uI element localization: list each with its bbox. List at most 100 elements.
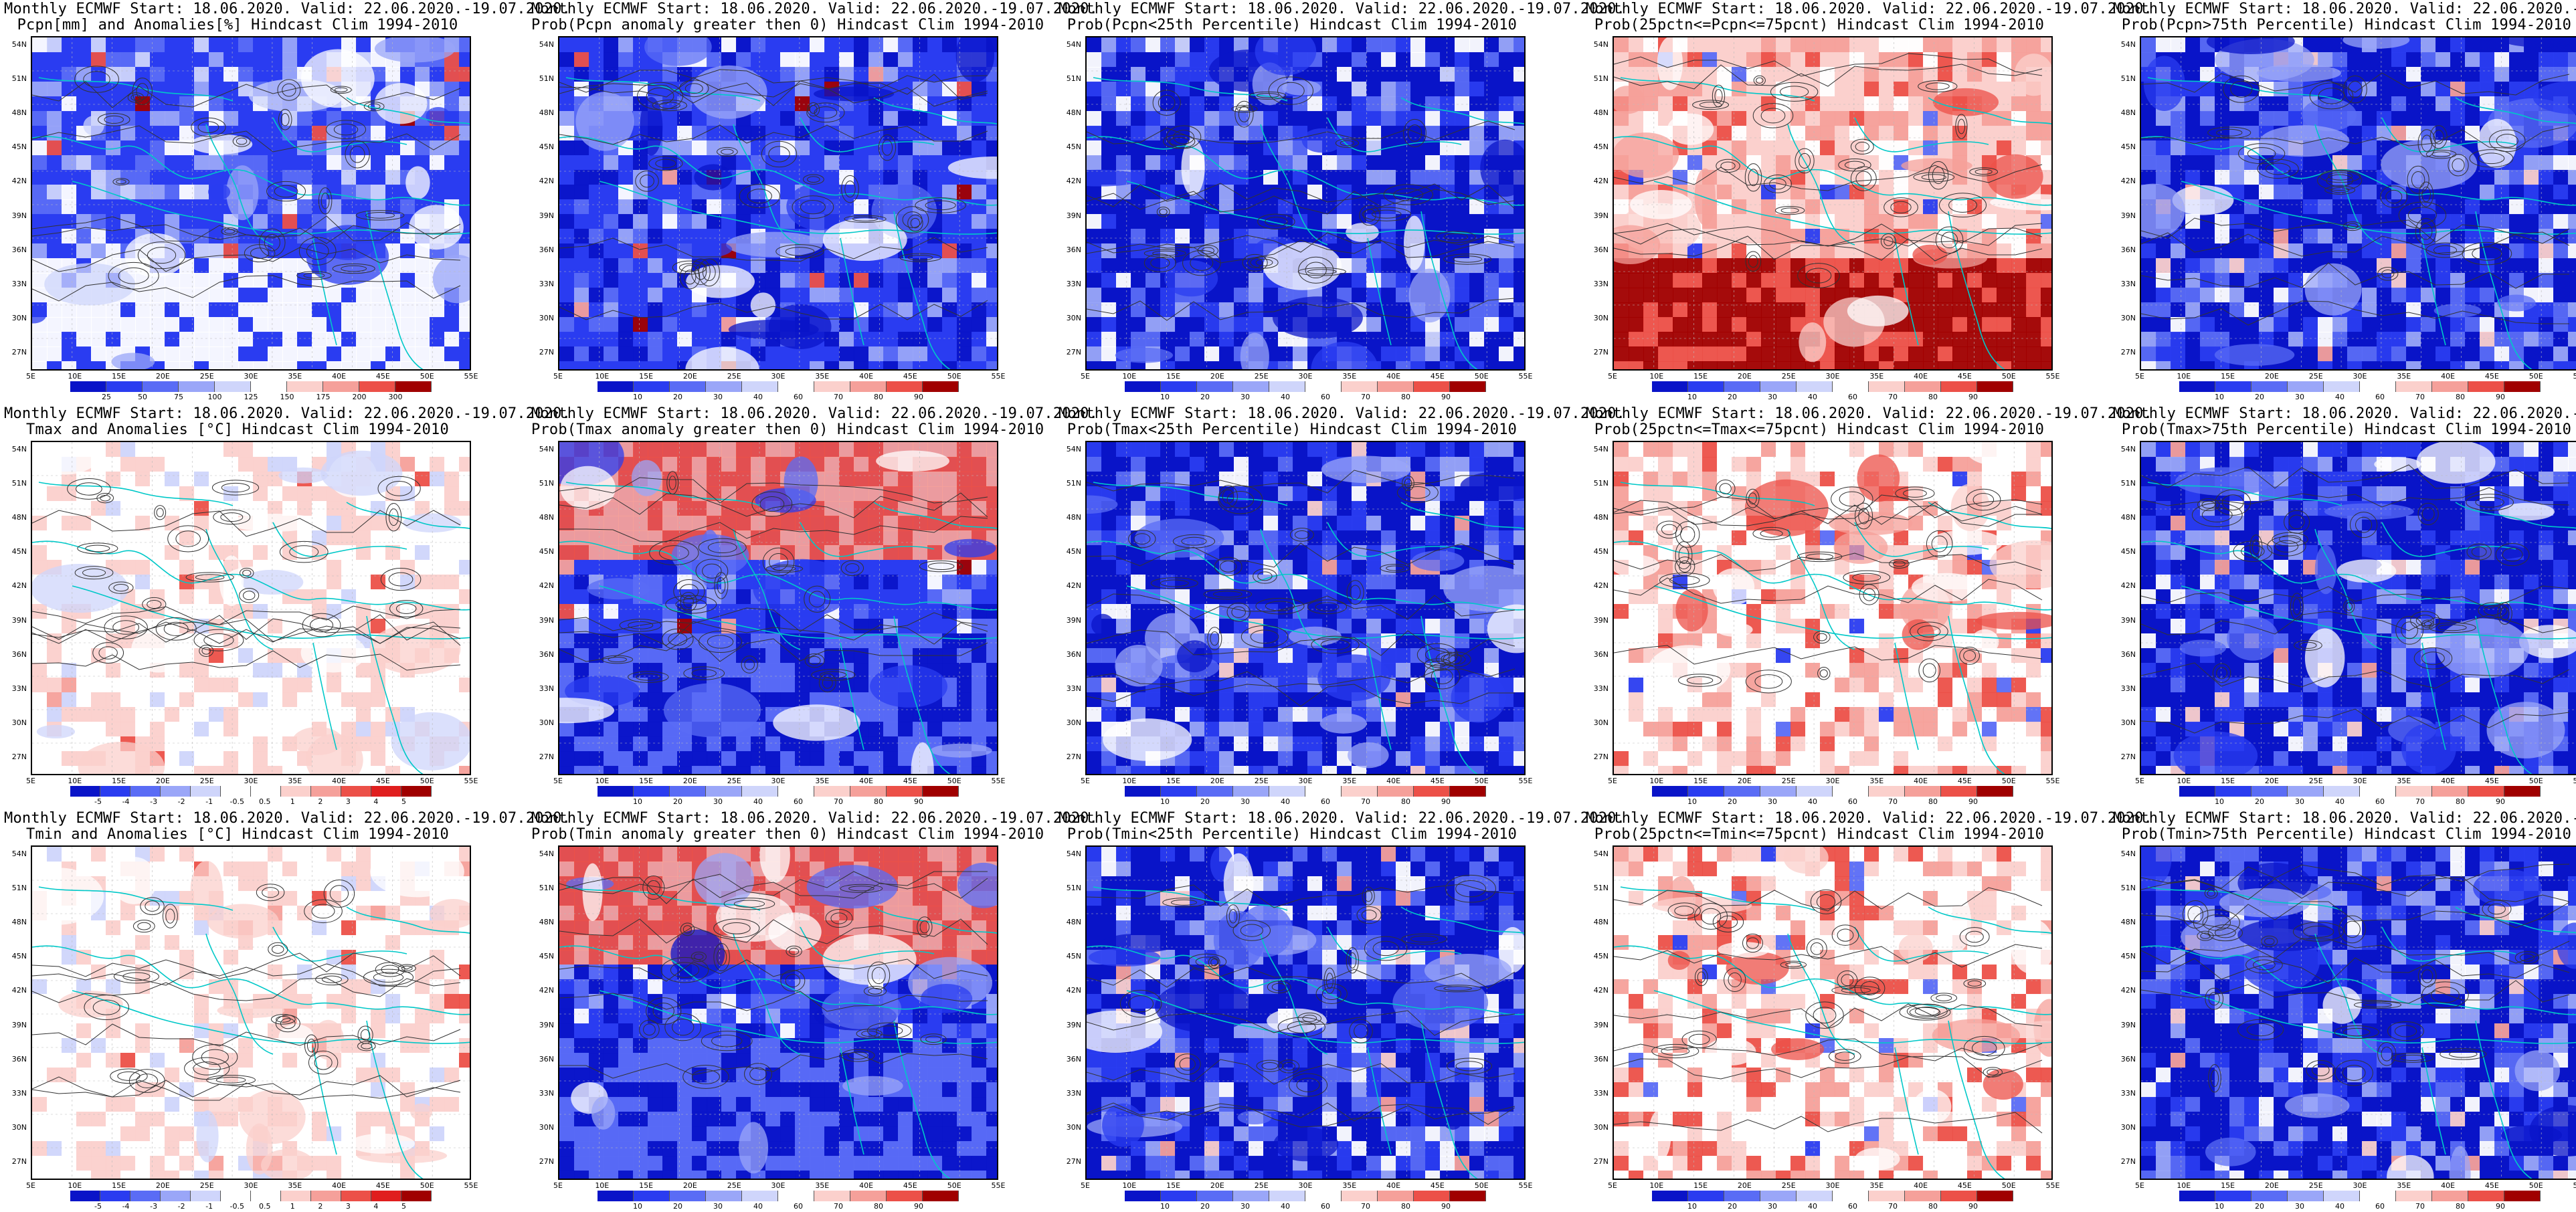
longitude-label: 35E (809, 372, 836, 381)
latitude-label: 51N (1590, 479, 1608, 488)
latitude-label: 27N (8, 1157, 27, 1166)
map-panel: Monthly ECMWF Start: 18.06.2020. Valid: … (1059, 406, 1526, 807)
colorbar-swatch (1724, 381, 1760, 392)
latitude-label: 39N (2117, 211, 2136, 220)
longitude-label: 45E (897, 372, 923, 381)
colorbar-swatch (2360, 381, 2396, 392)
colorbar-tick-label: 25 (96, 393, 116, 401)
latitude-label: 39N (535, 1021, 554, 1029)
map-field-svg (1614, 847, 2053, 1180)
longitude-label: 30E (1819, 777, 1846, 785)
colorbar-swatch (1905, 786, 1941, 797)
colorbar-swatch (1833, 786, 1869, 797)
colorbar-swatch (1797, 786, 1833, 797)
longitude-label: 25E (1775, 1181, 1802, 1190)
colorbar-tick-label: 10 (1155, 393, 1175, 401)
latitude-label: 54N (1590, 849, 1608, 858)
map-panel: Monthly ECMWF Start: 18.06.2020. Valid: … (2113, 811, 2576, 1212)
longitude-label: 45E (369, 777, 396, 785)
colorbar-swatch (401, 1191, 432, 1201)
colorbar-swatch (251, 1191, 281, 1201)
colorbar-tick-label: 80 (1923, 393, 1943, 401)
colorbar-swatch (670, 1191, 706, 1201)
latitude-label: 54N (2117, 40, 2136, 49)
longitude-label: 45E (1951, 372, 1978, 381)
colorbar-swatch (1161, 786, 1197, 797)
panel-title-line1: Monthly ECMWF Start: 18.06.2020. Valid: … (2113, 1, 2576, 17)
longitude-label: 20E (1731, 1181, 1758, 1190)
latitude-label: 54N (1590, 40, 1608, 49)
colorbar-swatch (2251, 1191, 2288, 1201)
colorbar-swatch (221, 1191, 251, 1201)
colorbar-swatch (1977, 1191, 2013, 1201)
latitude-label: 42N (1063, 177, 1081, 185)
longitude-label: 20E (1731, 372, 1758, 381)
longitude-label: 25E (721, 777, 747, 785)
longitude-label: 50E (1995, 372, 2022, 381)
colorbar-swatch (1378, 786, 1414, 797)
map-panel: Monthly ECMWF Start: 18.06.2020. Valid: … (4, 1, 471, 403)
colorbar-swatch (1797, 381, 1833, 392)
longitude-label: 45E (897, 777, 923, 785)
colorbar-swatch (887, 786, 923, 797)
longitude-label: 45E (1951, 777, 1978, 785)
colorbar-tick-label: -3 (144, 797, 164, 806)
longitude-label: 55E (985, 372, 1012, 381)
colorbar-swatch (1905, 381, 1941, 392)
map-field-svg (559, 847, 998, 1180)
colorbar-swatch (850, 1191, 887, 1201)
colorbar-tick-label: 30 (708, 797, 728, 806)
colorbar-swatch (1125, 786, 1161, 797)
longitude-label: 45E (1424, 1181, 1451, 1190)
colorbar-tick-label: 2 (310, 1202, 331, 1211)
map-panel: Monthly ECMWF Start: 18.06.2020. Valid: … (1059, 1, 1526, 403)
colorbar-tick-label: 200 (349, 393, 369, 401)
colorbar-tick-label: 20 (1722, 1202, 1742, 1211)
forecast-map (2140, 36, 2576, 371)
latitude-label: 33N (8, 280, 27, 288)
latitude-label: 30N (8, 1123, 27, 1132)
panel-title-line1: Monthly ECMWF Start: 18.06.2020. Valid: … (1059, 1, 1526, 17)
panel-title-line2: Prob(Tmin>75th Percentile) Hindcast Clim… (2113, 827, 2576, 843)
map-panel: Monthly ECMWF Start: 18.06.2020. Valid: … (1586, 1, 2053, 403)
latitude-label: 39N (535, 211, 554, 220)
colorbar-swatch (1342, 786, 1378, 797)
latitude-label: 54N (2117, 849, 2136, 858)
colorbar-tick-label: 60 (788, 393, 808, 401)
latitude-label: 51N (8, 884, 27, 892)
map-field-svg (2141, 442, 2576, 775)
latitude-label: 33N (1063, 1089, 1081, 1098)
latitude-label: 51N (535, 479, 554, 488)
longitude-label: 20E (2258, 372, 2285, 381)
colorbar-tick-label: 40 (1803, 393, 1823, 401)
colorbar-swatch (1161, 381, 1197, 392)
latitude-label: 30N (1063, 718, 1081, 727)
colorbar-tick-label: 80 (868, 393, 889, 401)
latitude-label: 48N (2117, 108, 2136, 117)
latitude-label: 27N (1590, 1157, 1608, 1166)
colorbar-swatch (70, 1191, 100, 1201)
colorbar-swatch (143, 381, 179, 392)
longitude-label: 5E (545, 777, 571, 785)
colorbar-tick-label: 60 (788, 1202, 808, 1211)
colorbar-tick-label: 30 (1762, 797, 1782, 806)
colorbar-tick-label: 60 (2370, 1202, 2390, 1211)
latitude-label: 36N (2117, 1055, 2136, 1064)
colorbar-tick-label: 80 (868, 797, 889, 806)
colorbar-tick-label: 70 (1356, 1202, 1376, 1211)
colorbar-swatch (814, 786, 850, 797)
longitude-label: 20E (149, 777, 176, 785)
colorbar-tick-label: 90 (1963, 1202, 1983, 1211)
colorbar-swatch (341, 786, 371, 797)
latitude-label: 39N (2117, 1021, 2136, 1029)
longitude-label: 10E (2171, 372, 2197, 381)
longitude-label: 5E (1072, 1181, 1099, 1190)
latitude-label: 48N (1590, 513, 1608, 522)
map-field-svg (559, 37, 998, 371)
colorbar-swatch (1941, 381, 1977, 392)
longitude-label: 35E (1336, 372, 1363, 381)
latitude-label: 42N (535, 986, 554, 995)
panel-title-line1: Monthly ECMWF Start: 18.06.2020. Valid: … (1586, 1, 2053, 17)
